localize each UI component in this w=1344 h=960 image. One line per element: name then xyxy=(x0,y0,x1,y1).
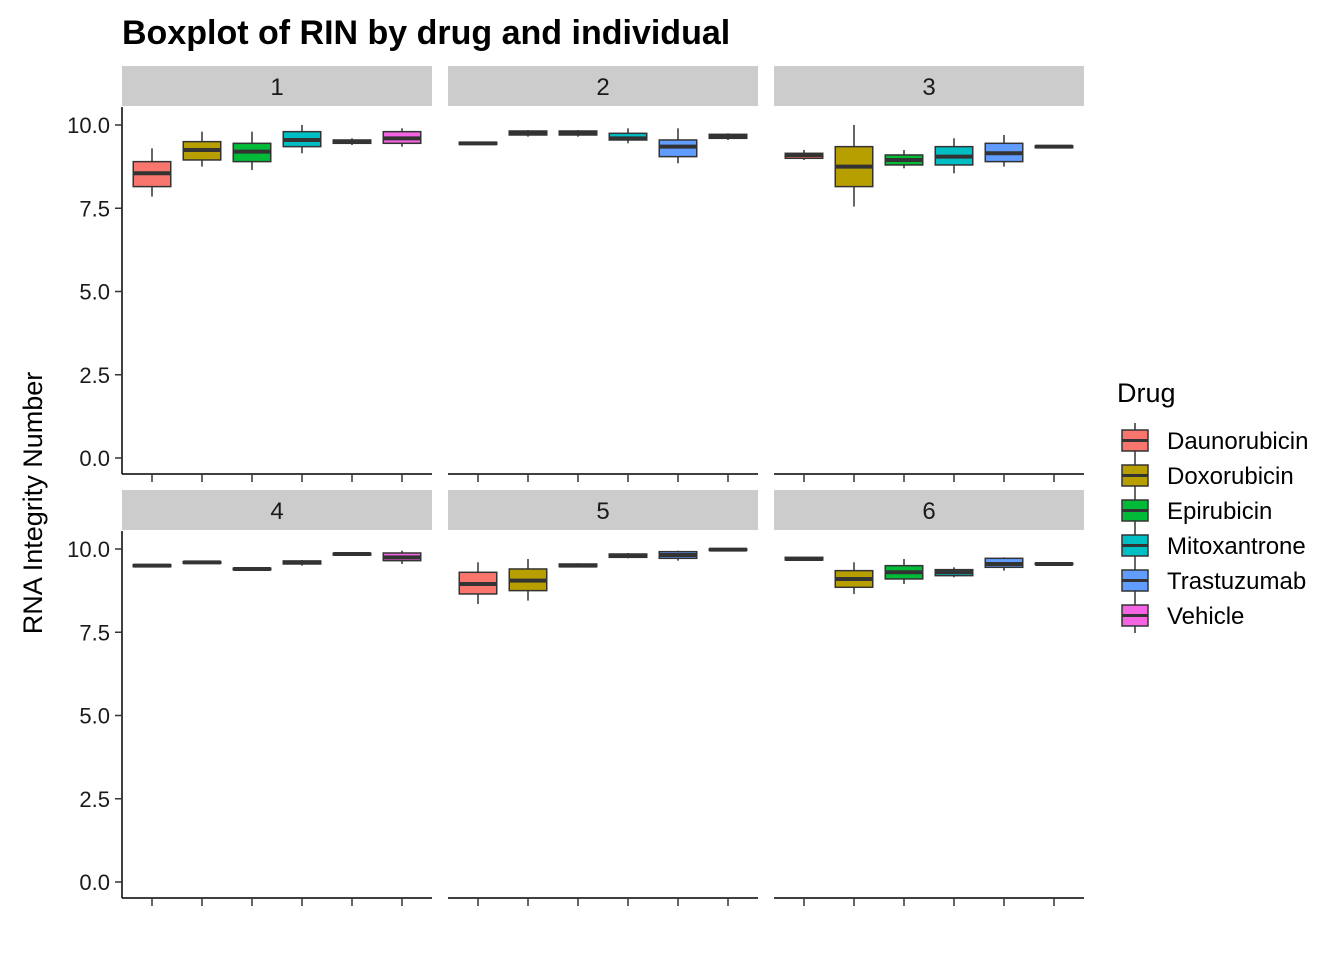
box-daunorubicin xyxy=(784,149,824,160)
y-tick-label: 7.5 xyxy=(79,620,110,645)
facet-strip-label: 6 xyxy=(922,498,935,525)
y-tick-label: 7.5 xyxy=(79,196,110,221)
box-epirubicin xyxy=(884,558,924,584)
facet-strip xyxy=(122,66,432,106)
box-vehicle xyxy=(708,547,748,552)
y-tick-label: 5.0 xyxy=(79,280,110,305)
facet-panel-1: 10.02.55.07.510.0 xyxy=(67,66,432,482)
legend-label: Trastuzumab xyxy=(1167,568,1306,595)
facet-strip xyxy=(774,490,1084,530)
box-doxorubicin xyxy=(508,129,548,137)
box-trastuzumab xyxy=(332,138,372,145)
facet-panel-2: 2 xyxy=(448,66,758,482)
box-mitoxantrone xyxy=(282,125,322,154)
y-tick-label: 10.0 xyxy=(67,113,110,138)
box-vehicle xyxy=(382,550,422,564)
facet-strip-label: 3 xyxy=(922,74,935,101)
y-axis-title: RNA Integrity Number xyxy=(18,372,48,635)
box-vehicle xyxy=(382,128,422,147)
y-tick-label: 0.0 xyxy=(79,446,110,471)
box-vehicle xyxy=(1034,144,1074,149)
box-trastuzumab xyxy=(984,134,1024,167)
legend-label: Epirubicin xyxy=(1167,498,1272,525)
legend-item-daunorubicin: Daunorubicin xyxy=(1121,423,1308,458)
legend-label: Vehicle xyxy=(1167,603,1244,630)
facet-strip-label: 5 xyxy=(596,498,609,525)
box-trastuzumab xyxy=(984,557,1024,571)
box-doxorubicin xyxy=(508,558,548,601)
box-daunorubicin xyxy=(458,141,498,146)
facet-panel-4: 4 0.0 2.5 5.0 7.5 10.0 xyxy=(67,490,432,906)
box-trastuzumab xyxy=(658,128,698,164)
box-mitoxantrone xyxy=(608,552,648,559)
legend-item-trastuzumab: Trastuzumab xyxy=(1121,563,1306,598)
box-vehicle xyxy=(1034,561,1074,566)
box-trastuzumab xyxy=(332,551,372,556)
box-vehicle xyxy=(708,133,748,140)
box-doxorubicin xyxy=(834,562,874,594)
legend-label: Doxorubicin xyxy=(1167,463,1294,490)
box-daunorubicin xyxy=(132,148,172,197)
facet-strip-label: 4 xyxy=(270,498,283,525)
legend-item-vehicle: Vehicle xyxy=(1121,598,1244,633)
box-epirubicin xyxy=(884,149,924,169)
legend-label: Mitoxantrone xyxy=(1167,533,1306,560)
facet-strip xyxy=(774,66,1084,106)
facet-strip xyxy=(448,490,758,530)
box-epirubicin xyxy=(558,563,598,568)
legend-item-epirubicin: Epirubicin xyxy=(1121,493,1272,528)
box-daunorubicin xyxy=(132,563,172,568)
box-mitoxantrone xyxy=(934,138,974,174)
box-trastuzumab xyxy=(658,550,698,561)
y-tick-label: 5.0 xyxy=(79,704,110,729)
legend-item-mitoxantrone: Mitoxantrone xyxy=(1121,528,1306,563)
legend: Drug Daunorubicin Doxorubicin Epirubicin Mi… xyxy=(1117,378,1308,633)
y-tick-label: 2.5 xyxy=(79,787,110,812)
facet-panel-3: 3 xyxy=(774,66,1084,482)
box-doxorubicin xyxy=(182,131,222,167)
facet-panel-6: 6 xyxy=(774,490,1084,906)
box-daunorubicin xyxy=(458,562,498,604)
legend-title: Drug xyxy=(1117,378,1176,408)
y-tick-label: 2.5 xyxy=(79,363,110,388)
chart-title: Boxplot of RIN by drug and individual xyxy=(122,14,730,52)
facet-strip-label: 2 xyxy=(596,74,609,101)
facet-panels: 10.02.55.07.510.02 340.02.55.07.510.05 6 xyxy=(67,66,1084,906)
box-mitoxantrone xyxy=(282,559,322,566)
box-daunorubicin xyxy=(784,556,824,561)
facet-strip xyxy=(448,66,758,106)
box-epirubicin xyxy=(232,131,272,170)
legend-item-doxorubicin: Doxorubicin xyxy=(1121,458,1294,493)
box-epirubicin xyxy=(232,566,272,571)
legend-label: Daunorubicin xyxy=(1167,428,1308,455)
y-tick-label: 10.0 xyxy=(67,537,110,562)
box-doxorubicin xyxy=(182,560,222,565)
box-doxorubicin xyxy=(834,125,874,207)
facet-strip xyxy=(122,490,432,530)
y-tick-label: 0.0 xyxy=(79,870,110,895)
legend-items: Daunorubicin Doxorubicin Epirubicin Mitoxan… xyxy=(1121,423,1308,633)
facet-strip-label: 1 xyxy=(270,74,283,101)
box-mitoxantrone xyxy=(934,567,974,578)
box-mitoxantrone xyxy=(608,128,648,144)
box-epirubicin xyxy=(558,129,598,137)
facet-panel-5: 5 xyxy=(448,490,758,906)
